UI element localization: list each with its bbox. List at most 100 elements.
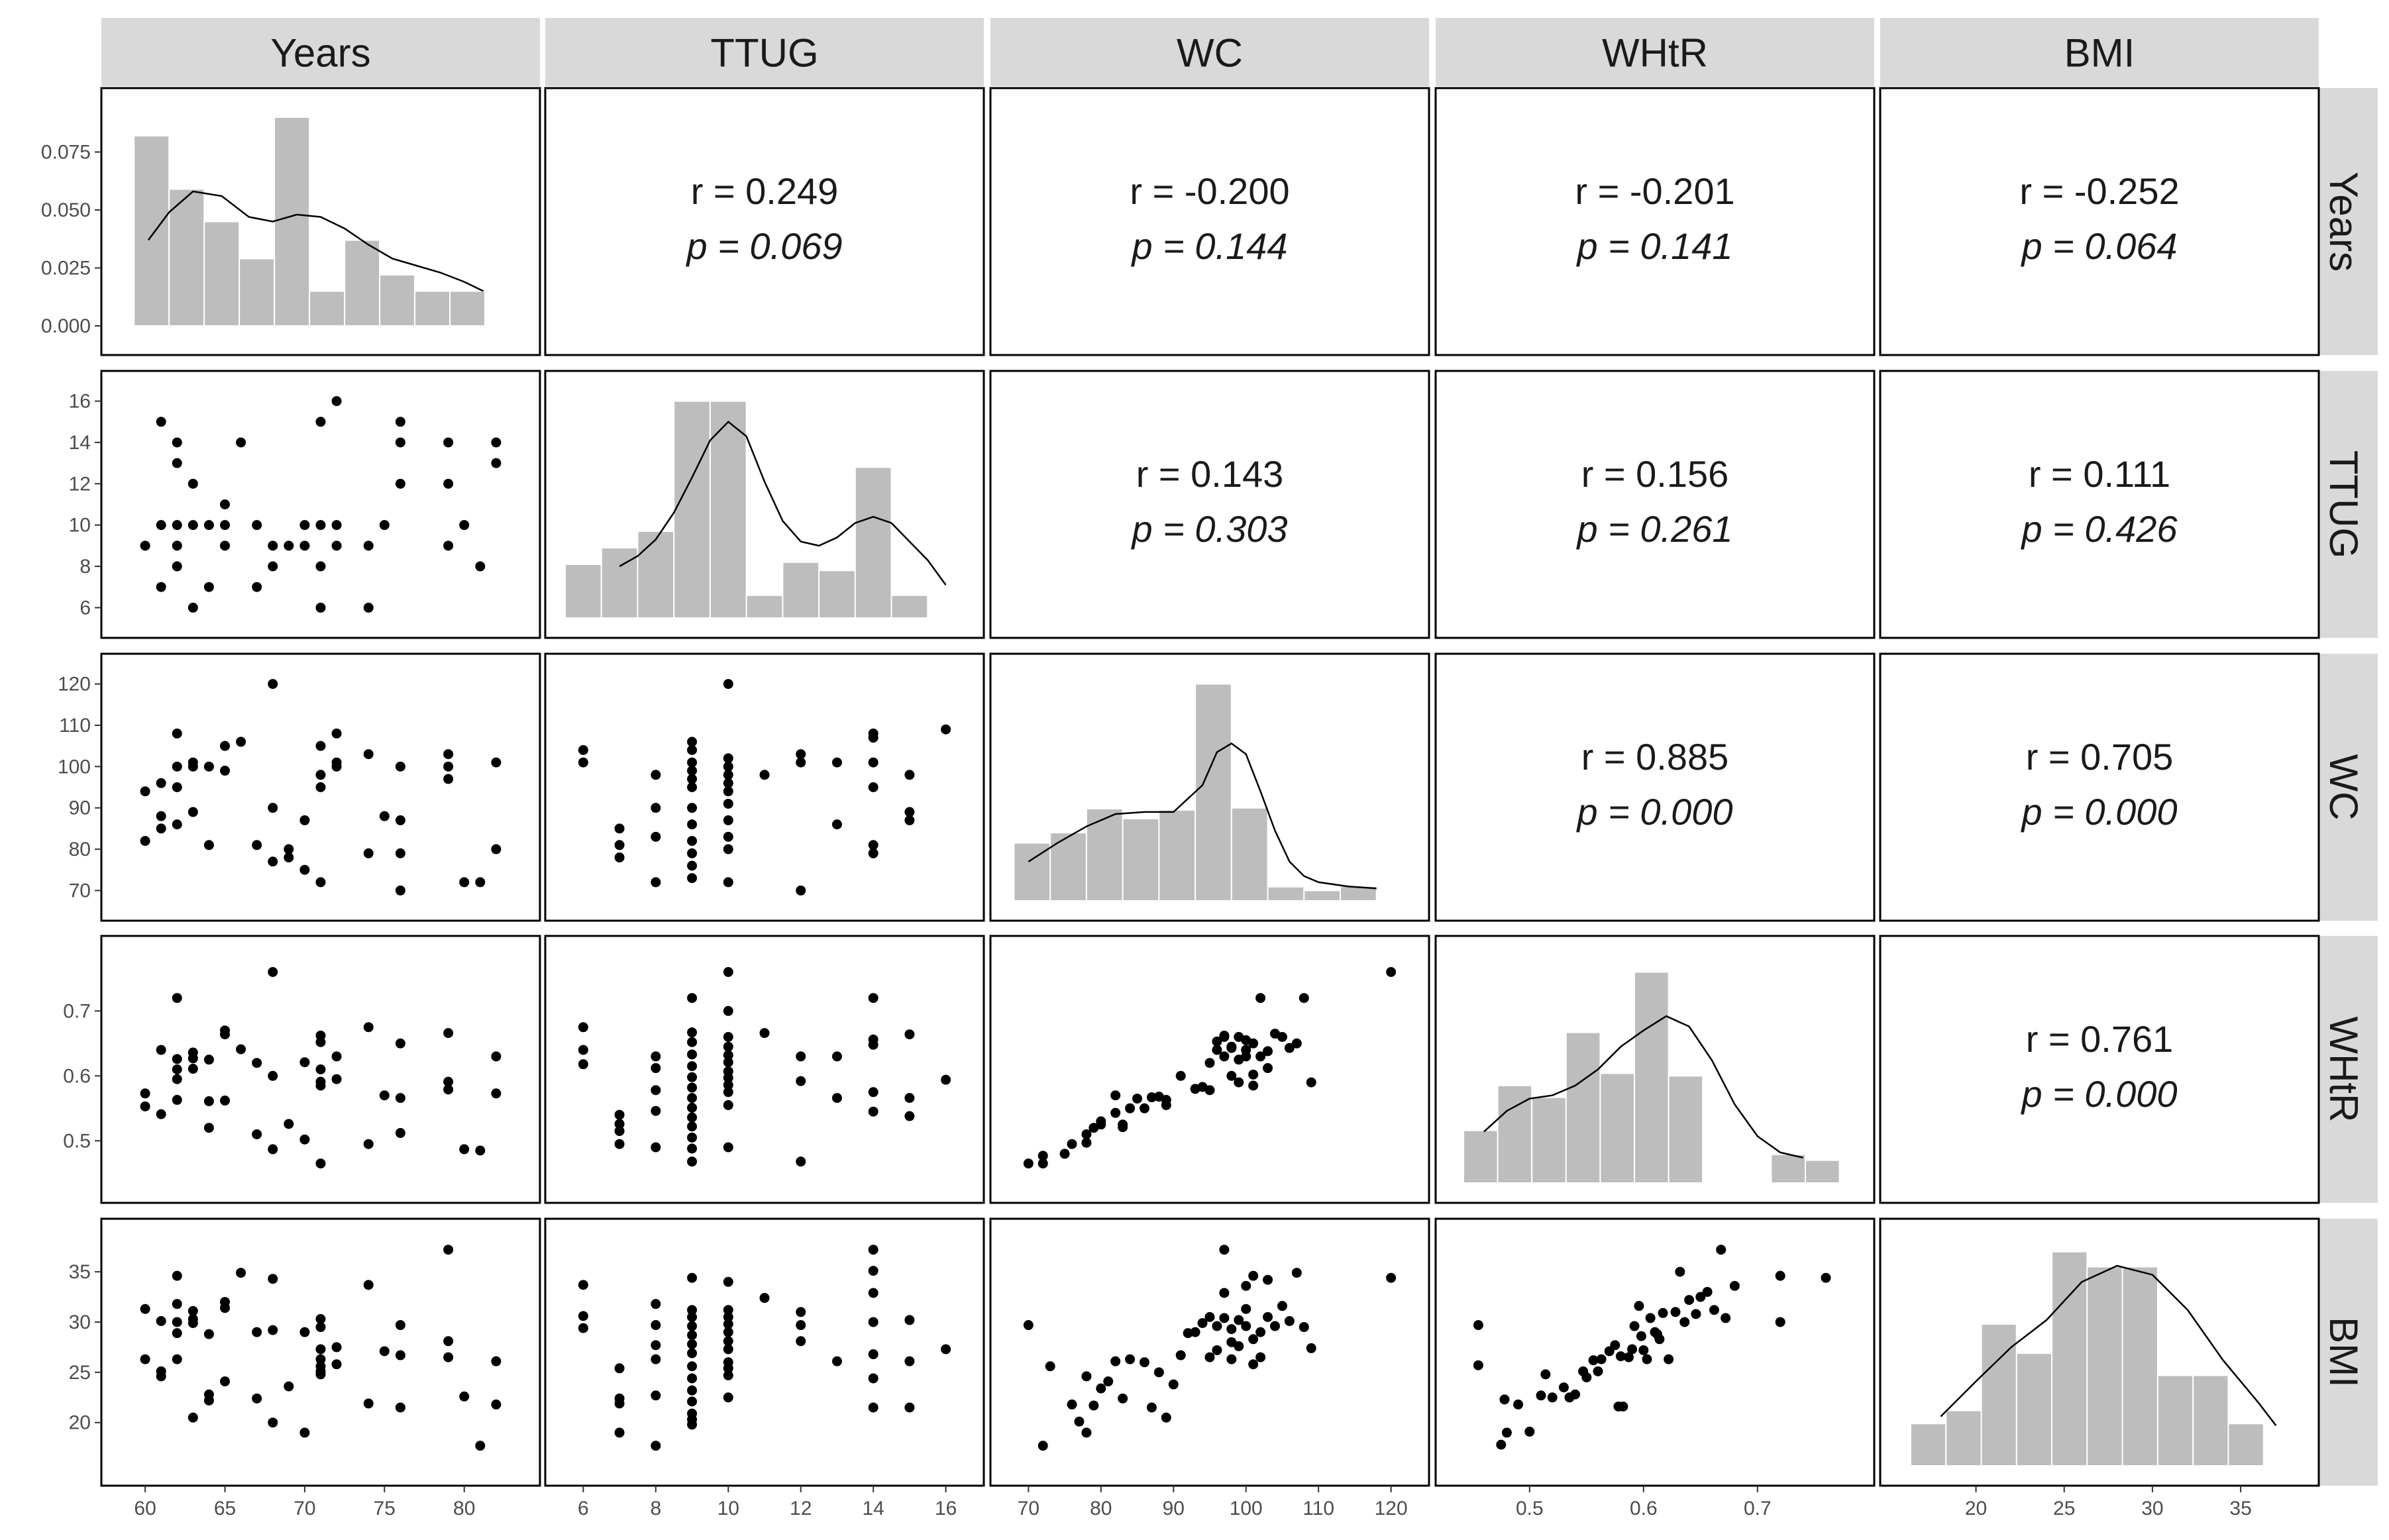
scatter-point [941,1344,951,1355]
panel-bmi-bmi [1879,1217,2320,1487]
scatter-point [1270,1321,1281,1331]
scatter-point [1299,1322,1309,1333]
scatter-point [203,1123,214,1133]
y-tick-label: 10 [69,515,91,537]
scatter-point [187,1306,198,1316]
scatter-point [379,1346,390,1357]
scatter-point [1386,1272,1397,1283]
scatter-point [299,540,310,551]
scatter-point [459,1391,470,1402]
panel-border [1434,87,1876,356]
scatter-point [1146,1402,1157,1413]
scatter-point [491,458,502,468]
x-tick-label: 10 [717,1498,739,1519]
scatter-point [284,852,294,863]
histogram-bar [1230,807,1269,901]
scatter-point [252,520,262,531]
scatter-point [868,1402,878,1413]
scatter-point [1118,1122,1128,1133]
scatter-point [443,749,454,760]
scatter-point [187,602,198,613]
scatter-point [1775,1317,1785,1327]
scatter-point [156,823,166,834]
y-tick-label: 0.000 [41,315,91,337]
scatter-point [395,885,405,896]
top-strip-whtr [1436,18,1874,86]
scatter-point [723,1276,733,1287]
correlation-r: r = -0.200 [1130,170,1289,212]
scatter-point [723,770,733,780]
scatter-point [904,1029,915,1040]
scatter-point [578,1323,588,1333]
scatter-point [1248,1038,1259,1049]
right-strip-whtr [2309,936,2378,1203]
scatter-point [156,520,166,531]
histogram-bar [890,594,929,619]
scatter-point [172,540,182,551]
panel-years-wc: r = -0.200 p = 0.144 [989,87,1430,356]
scatter-point [331,1359,342,1370]
scatter-point [723,1057,733,1068]
scatter-point [1513,1399,1524,1410]
scatter-point [1226,1070,1237,1081]
scatter-point [687,782,698,792]
scatter-point [1588,1355,1599,1366]
scatter-point [1263,1063,1273,1074]
scatter-point [687,1361,698,1372]
scatter-point [904,1093,915,1104]
scatter-point [172,819,182,830]
scatter-point [395,1320,405,1331]
panel-ttug-wc: r = 0.143 p = 0.303 [989,370,1430,639]
scatter-point [220,1029,231,1040]
scatter-point [236,1268,246,1278]
x-tick-label: 35 [2229,1498,2251,1519]
scatter-point [268,561,278,572]
scatter-point [220,766,231,776]
scatter-point [363,1139,374,1149]
scatter-point [1629,1321,1640,1331]
scatter-point [220,520,231,531]
panel-border [544,87,985,356]
scatter-point [687,1321,698,1331]
scatter-point [904,1111,915,1121]
scatter-point [1037,1441,1048,1451]
scatter-point [1219,1288,1230,1298]
scatter-point [1132,1094,1143,1104]
scatter-point [868,1087,878,1098]
scatter-point [172,1270,182,1281]
scatter-point [491,437,502,448]
scatter-point [614,1119,625,1129]
scatter-point [578,1280,588,1290]
x-tick-label: 8 [650,1498,661,1519]
scatter-point [759,1028,770,1039]
scatter-point [1284,1043,1295,1053]
scatter-point [651,1063,661,1074]
scatter-point [315,782,326,792]
scatter-point [156,1045,166,1055]
scatter-point [1045,1361,1055,1372]
correlation-r: r = 0.249 [691,170,839,212]
scatter-point [363,1280,374,1290]
x-tick-label: 110 [1302,1498,1334,1519]
scatter-point [1219,1031,1230,1041]
x-tick-label: 0.6 [1630,1498,1658,1519]
scatter-point [220,540,231,551]
scatter-point [868,848,878,858]
correlation-p: p = 0.069 [685,225,842,267]
scatter-point [379,520,390,531]
scatter-point [203,761,214,772]
scatter-point [831,1051,842,1062]
scatter-point [491,1088,502,1099]
scatter-point [1074,1416,1085,1427]
scatter-point [687,1102,698,1113]
top-strip-ttug [545,18,984,86]
scatter-point [1638,1345,1649,1355]
correlation-r: r = 0.705 [2026,736,2174,778]
scatter-point [651,1142,661,1153]
panel-whtr-bmi: r = 0.761 p = 0.000 [1879,935,2320,1204]
y-tick-label: 20 [69,1412,91,1434]
correlation-p: p = 0.261 [1575,508,1732,550]
scatter-point [1695,1292,1706,1302]
scatter-point [687,873,698,884]
